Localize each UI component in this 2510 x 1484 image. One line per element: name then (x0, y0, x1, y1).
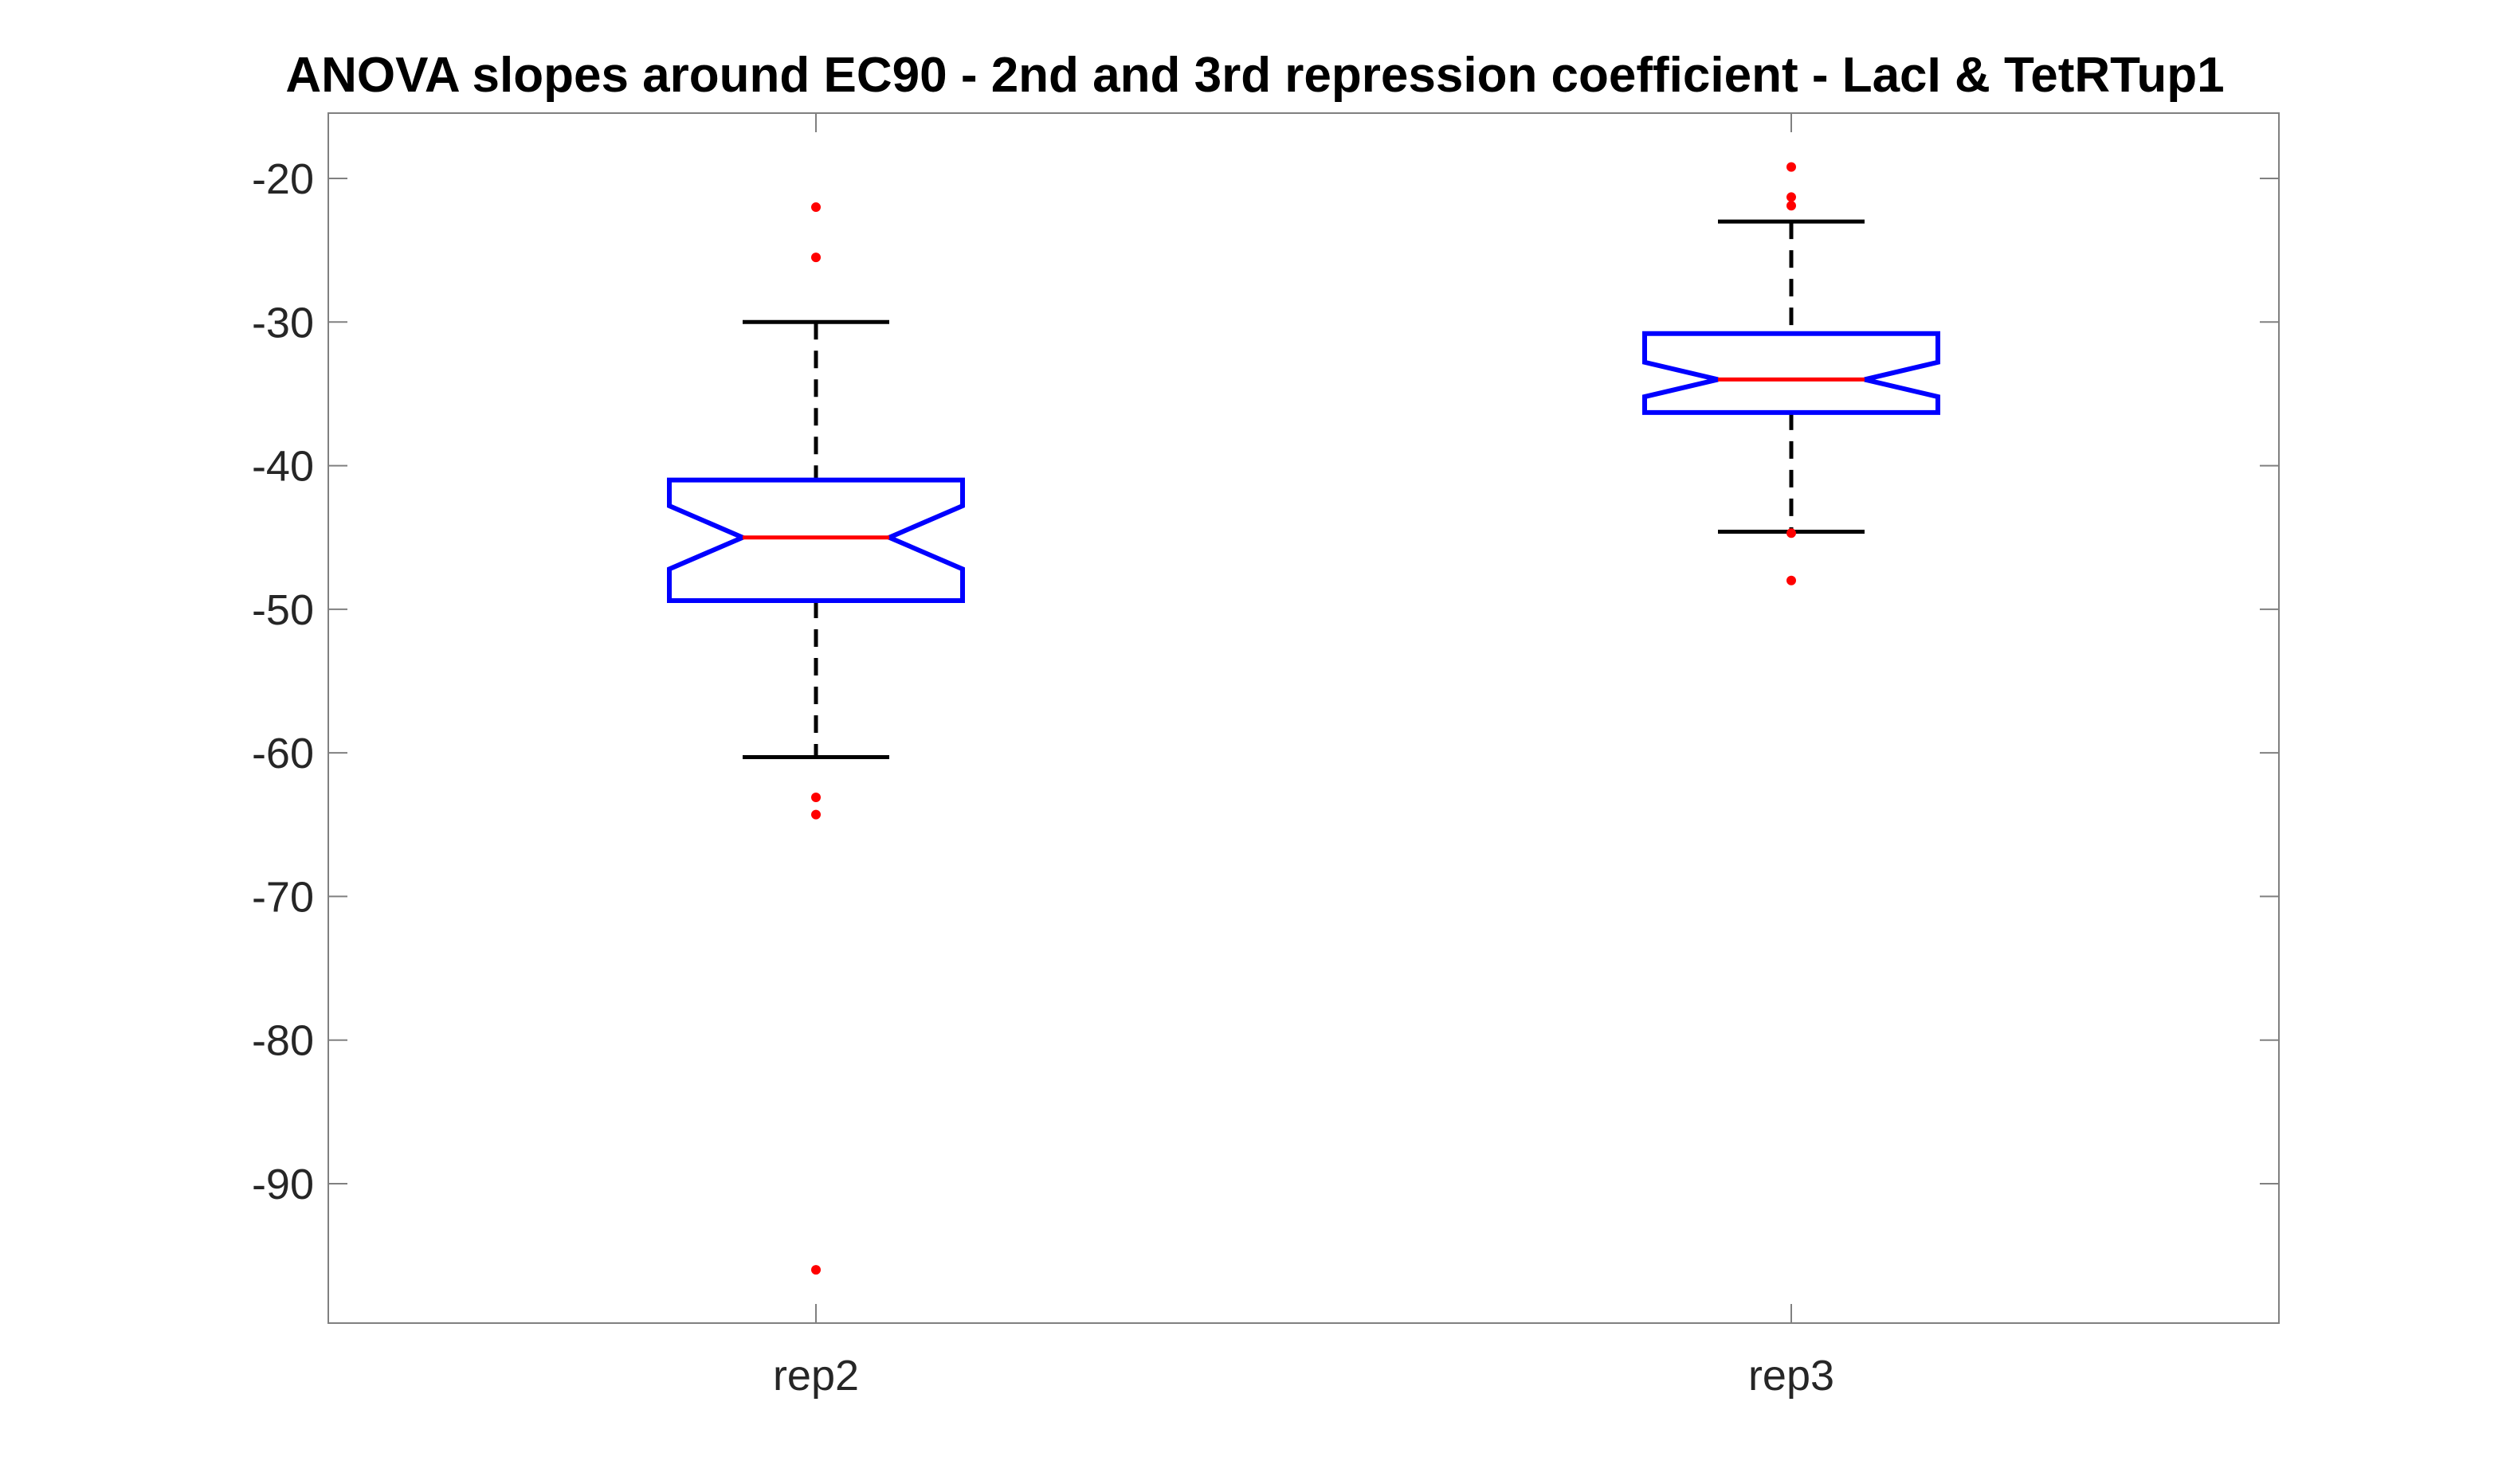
notched-box (667, 477, 965, 604)
outlier-point (811, 809, 821, 820)
x-tick-label: rep2 (773, 1352, 859, 1400)
outlier-point (1786, 162, 1796, 172)
outlier-point (1786, 201, 1796, 211)
y-axis: -20 -30 -40 -50 -60 -70 -80 -90 (252, 155, 2279, 1208)
outlier-point (1786, 192, 1796, 202)
outlier-point (811, 253, 821, 263)
boxes-layer (667, 162, 1940, 1275)
x-tick-label: rep3 (1748, 1352, 1834, 1400)
plot-area-frame (327, 112, 2280, 1324)
box-rep2 (667, 202, 965, 1275)
y-tick-label: -20 (252, 155, 314, 203)
notched-box (1642, 331, 1940, 415)
y-tick-label: -50 (252, 586, 314, 634)
y-tick-label: -80 (252, 1017, 314, 1065)
y-tick-label: -30 (252, 299, 314, 347)
outlier-point (811, 793, 821, 803)
outlier-point (1786, 528, 1796, 538)
y-tick-label: -60 (252, 730, 314, 777)
chart-title: ANOVA slopes around EC90 - 2nd and 3rd r… (285, 48, 2224, 103)
y-tick-label: -70 (252, 873, 314, 921)
y-tick-label: -40 (252, 443, 314, 491)
outlier-point (811, 202, 821, 213)
outlier-point (1786, 575, 1796, 585)
box-rep3 (1642, 162, 1940, 585)
x-axis: rep2 rep3 (773, 113, 1834, 1400)
y-tick-label: -90 (252, 1161, 314, 1208)
outlier-point (811, 1265, 821, 1275)
